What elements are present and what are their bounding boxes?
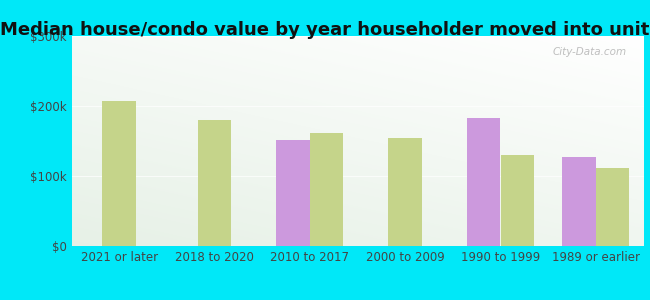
Bar bbox=[500, 155, 534, 246]
Bar bbox=[310, 133, 343, 246]
Bar bbox=[198, 120, 231, 246]
Bar bbox=[596, 168, 629, 246]
Text: Median house/condo value by year householder moved into unit: Median house/condo value by year househo… bbox=[0, 21, 650, 39]
Bar bbox=[467, 118, 500, 246]
Bar bbox=[389, 137, 422, 246]
Bar bbox=[562, 157, 596, 246]
Bar bbox=[276, 140, 310, 246]
Bar bbox=[103, 101, 136, 246]
Text: City-Data.com: City-Data.com bbox=[552, 46, 627, 56]
